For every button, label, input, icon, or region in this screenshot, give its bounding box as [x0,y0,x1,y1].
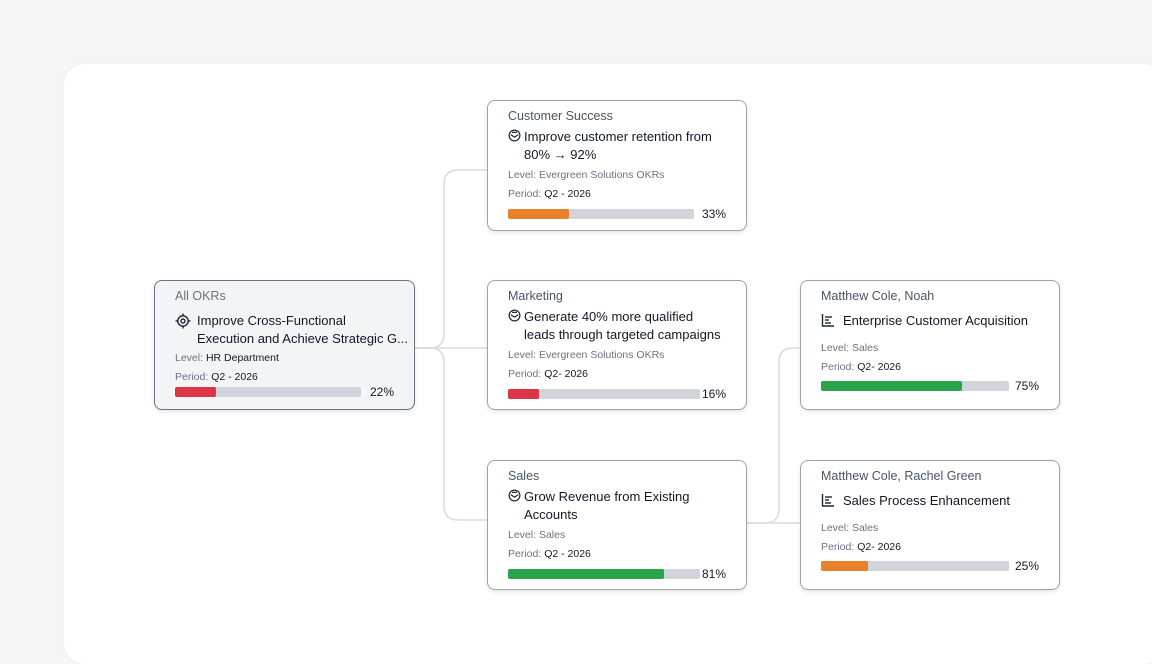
card-title: Sales Process Enhancement [843,493,1010,508]
level-value: Sales [851,342,879,354]
progress-row: 22% [175,385,394,399]
period-value: Q2- 2026 [857,361,901,373]
level-value: Evergreen Solutions OKRs [538,169,665,181]
card-level: Level: Sales [821,342,1039,355]
progress-bar [508,569,700,579]
period-value: Q2- 2026 [544,368,588,380]
progress-percent: 25% [1014,559,1039,573]
card-title-line2: Execution and Achieve Strategic G... [197,331,409,346]
level-label: Level: [508,529,537,541]
card-team: Sales [508,469,540,483]
card-title: Grow Revenue from Existing Accounts [524,489,690,522]
key-result-card-enterprise[interactable]: Matthew Cole, Noah Enterprise Customer A… [800,280,1060,410]
progress-fill [821,381,962,391]
progress-percent: 16% [701,387,726,401]
card-team: All OKRs [175,289,226,303]
card-period: Period: Q2- 2026 [821,541,1039,554]
card-level: Level: Evergreen Solutions OKRs [508,349,726,362]
progress-row: 81% [508,567,726,581]
progress-bar [508,389,700,399]
objective-card-customer-success[interactable]: Customer Success Improve customer retent… [487,100,747,231]
level-label: Level: [175,352,204,364]
progress-fill [821,561,868,571]
card-level: Level: Evergreen Solutions OKRs [508,169,726,182]
level-label: Level: [821,342,850,354]
progress-row: 33% [508,207,726,221]
progress-bar [821,381,1009,391]
progress-bar [508,209,694,219]
progress-fill [508,389,539,399]
root-objective-card[interactable]: All OKRs Improve Cross-Functional Execut… [154,280,415,410]
card-period: Period: Q2 - 2026 [175,371,394,384]
card-title: Improve customer retention from 80% → 92… [524,129,712,162]
key-result-card-sales-process[interactable]: Matthew Cole, Rachel Green Sales Process… [800,460,1060,590]
level-label: Level: [821,522,850,534]
key-result-icon [821,493,837,509]
target-icon [175,313,191,329]
progress-percent: 22% [369,385,394,399]
progress-row: 25% [821,559,1039,573]
objective-icon [508,489,524,505]
period-label: Period: [508,188,542,200]
card-title-line1: Improve Cross-Functional [197,313,346,328]
objective-card-marketing[interactable]: Marketing Generate 40% more qualified le… [487,280,747,410]
level-value: Evergreen Solutions OKRs [538,349,665,361]
progress-row: 16% [508,387,726,401]
card-level: Level: HR Department [175,352,394,365]
period-label: Period: [508,368,542,380]
key-result-icon [821,313,837,329]
card-title: Generate 40% more qualified leads throug… [524,309,721,342]
objective-card-sales[interactable]: Sales Grow Revenue from Existing Account… [487,460,747,590]
level-value: HR Department [205,352,279,364]
progress-fill [508,569,664,579]
objective-icon [508,309,524,325]
level-label: Level: [508,349,537,361]
card-owners: Matthew Cole, Rachel Green [821,469,982,483]
level-value: Sales [851,522,879,534]
progress-fill [508,209,570,219]
period-label: Period: [175,371,209,383]
progress-percent: 75% [1014,379,1039,393]
progress-fill [175,387,216,397]
card-level: Level: Sales [821,522,1039,535]
period-value: Q2- 2026 [857,541,901,553]
period-label: Period: [821,361,855,373]
progress-percent: 33% [701,207,726,221]
progress-bar [175,387,361,397]
progress-bar [821,561,1009,571]
card-owners: Matthew Cole, Noah [821,289,935,303]
card-title: Enterprise Customer Acquisition [843,313,1028,328]
card-level: Level: Sales [508,529,726,542]
card-period: Period: Q2 - 2026 [508,188,726,201]
period-value: Q2 - 2026 [544,188,591,200]
period-label: Period: [508,548,542,560]
period-value: Q2 - 2026 [211,371,258,383]
period-label: Period: [821,541,855,553]
progress-row: 75% [821,379,1039,393]
card-period: Period: Q2- 2026 [821,361,1039,374]
level-label: Level: [508,169,537,181]
objective-icon [508,129,524,145]
card-team: Marketing [508,289,563,303]
progress-percent: 81% [701,567,726,581]
level-value: Sales [538,529,566,541]
period-value: Q2 - 2026 [544,548,591,560]
card-period: Period: Q2- 2026 [508,368,726,381]
card-team: Customer Success [508,109,613,123]
card-period: Period: Q2 - 2026 [508,548,726,561]
